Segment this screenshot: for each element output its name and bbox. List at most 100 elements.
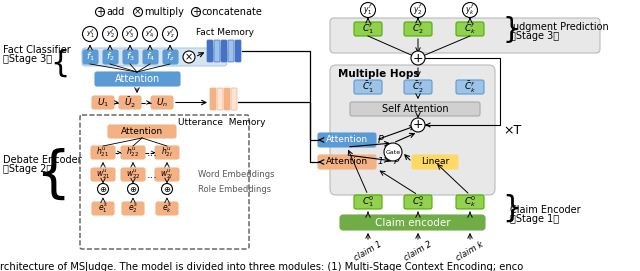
FancyBboxPatch shape	[318, 133, 376, 147]
Text: 1 – P: 1 – P	[378, 157, 399, 166]
Circle shape	[163, 27, 177, 41]
Text: }: }	[502, 16, 520, 44]
FancyBboxPatch shape	[354, 80, 382, 94]
Text: Multiple Hops: Multiple Hops	[338, 69, 419, 79]
FancyBboxPatch shape	[404, 195, 432, 209]
Text: claim k: claim k	[454, 240, 485, 263]
Circle shape	[83, 27, 97, 41]
Text: +: +	[413, 118, 423, 131]
Text: Gate: Gate	[385, 150, 401, 154]
Circle shape	[127, 183, 138, 195]
FancyBboxPatch shape	[404, 80, 432, 94]
FancyBboxPatch shape	[330, 18, 600, 53]
Circle shape	[122, 27, 138, 41]
FancyBboxPatch shape	[95, 72, 180, 86]
Text: $y_3^f$: $y_3^f$	[125, 27, 134, 41]
Text: $y_k^f$: $y_k^f$	[465, 2, 475, 17]
Circle shape	[97, 183, 109, 195]
Text: （Stage 3）: （Stage 3）	[3, 54, 52, 64]
FancyBboxPatch shape	[350, 102, 480, 116]
FancyBboxPatch shape	[151, 96, 173, 109]
Text: Claim Encoder: Claim Encoder	[510, 205, 580, 215]
Text: （Stage 2）: （Stage 2）	[3, 164, 52, 174]
Text: $h_{2l}^u$: $h_{2l}^u$	[161, 146, 173, 159]
FancyBboxPatch shape	[92, 202, 114, 215]
Text: Attention: Attention	[115, 74, 160, 84]
Text: Judgment Prediction: Judgment Prediction	[510, 22, 609, 32]
FancyBboxPatch shape	[330, 65, 495, 195]
FancyBboxPatch shape	[155, 146, 179, 159]
FancyBboxPatch shape	[224, 88, 230, 110]
FancyBboxPatch shape	[456, 80, 484, 94]
FancyBboxPatch shape	[82, 48, 227, 66]
Circle shape	[161, 183, 173, 195]
Text: concatenate: concatenate	[202, 7, 263, 17]
Text: $C_2^0$: $C_2^0$	[412, 195, 424, 209]
Text: Self Attention: Self Attention	[381, 104, 448, 114]
FancyBboxPatch shape	[318, 155, 376, 169]
FancyBboxPatch shape	[143, 50, 158, 64]
Text: $y_z^f$: $y_z^f$	[166, 27, 175, 41]
Text: Attention: Attention	[121, 127, 163, 136]
Text: $\bar{C}_2^f$: $\bar{C}_2^f$	[412, 79, 424, 95]
Text: Utterance  Memory: Utterance Memory	[179, 118, 266, 127]
Text: $C_k^0$: $C_k^0$	[464, 195, 476, 209]
FancyBboxPatch shape	[217, 88, 223, 110]
Text: $U_n$: $U_n$	[156, 96, 168, 109]
FancyBboxPatch shape	[221, 40, 227, 62]
Text: $h_{21}^u$: $h_{21}^u$	[97, 146, 109, 159]
Text: $C_1^0$: $C_1^0$	[362, 195, 374, 209]
FancyBboxPatch shape	[456, 22, 484, 36]
FancyBboxPatch shape	[404, 22, 432, 36]
Text: $h_{22}^u$: $h_{22}^u$	[127, 146, 140, 159]
Text: P: P	[378, 135, 384, 145]
Text: +: +	[413, 51, 423, 64]
FancyBboxPatch shape	[91, 168, 115, 181]
FancyBboxPatch shape	[340, 215, 485, 230]
Text: +: +	[96, 7, 104, 17]
Text: $w_{22}^u$: $w_{22}^u$	[125, 168, 140, 181]
Text: Attention: Attention	[326, 157, 368, 166]
FancyBboxPatch shape	[121, 168, 145, 181]
Text: Debate Encoder: Debate Encoder	[3, 155, 82, 165]
Text: claim 2: claim 2	[403, 240, 433, 263]
Text: $e_k^s$: $e_k^s$	[162, 202, 172, 215]
Circle shape	[411, 118, 425, 132]
FancyBboxPatch shape	[83, 50, 98, 64]
Text: Attention: Attention	[326, 136, 368, 144]
Text: $f_z$: $f_z$	[166, 51, 175, 63]
Text: ⊕: ⊕	[163, 185, 170, 193]
FancyBboxPatch shape	[456, 195, 484, 209]
Text: $f_4$: $f_4$	[146, 51, 155, 63]
Circle shape	[143, 27, 157, 41]
Circle shape	[95, 8, 104, 17]
Circle shape	[384, 143, 402, 161]
Text: {: {	[35, 148, 70, 202]
Text: multiply: multiply	[144, 7, 184, 17]
FancyBboxPatch shape	[163, 50, 178, 64]
FancyBboxPatch shape	[122, 202, 144, 215]
Text: ×: ×	[134, 8, 141, 17]
Text: $e_2^s$: $e_2^s$	[128, 202, 138, 215]
FancyBboxPatch shape	[155, 168, 179, 181]
Text: $f_3$: $f_3$	[126, 51, 135, 63]
Text: rchitecture of MSJudge. The model is divided into three modules: (1) Multi-Stage: rchitecture of MSJudge. The model is div…	[0, 262, 524, 271]
Text: ×T: ×T	[503, 124, 521, 137]
Text: add: add	[106, 7, 124, 17]
Text: +: +	[192, 7, 200, 17]
FancyBboxPatch shape	[231, 88, 237, 110]
Text: $U_1$: $U_1$	[97, 96, 109, 109]
FancyBboxPatch shape	[108, 125, 176, 138]
Text: $\bar{C}_k^f$: $\bar{C}_k^f$	[464, 79, 476, 95]
FancyBboxPatch shape	[92, 96, 114, 109]
Text: ⊕: ⊕	[99, 185, 106, 193]
Text: $C_2^f$: $C_2^f$	[412, 21, 424, 37]
Text: （Stage 3）: （Stage 3）	[510, 31, 559, 41]
FancyBboxPatch shape	[412, 155, 458, 169]
Text: $f_1$: $f_1$	[86, 51, 95, 63]
Text: $y_2^f$: $y_2^f$	[106, 27, 115, 41]
Text: }: }	[502, 193, 522, 222]
FancyBboxPatch shape	[214, 40, 220, 62]
Text: $w_{2l}^u$: $w_{2l}^u$	[161, 168, 173, 181]
Text: $f_2$: $f_2$	[106, 51, 115, 63]
